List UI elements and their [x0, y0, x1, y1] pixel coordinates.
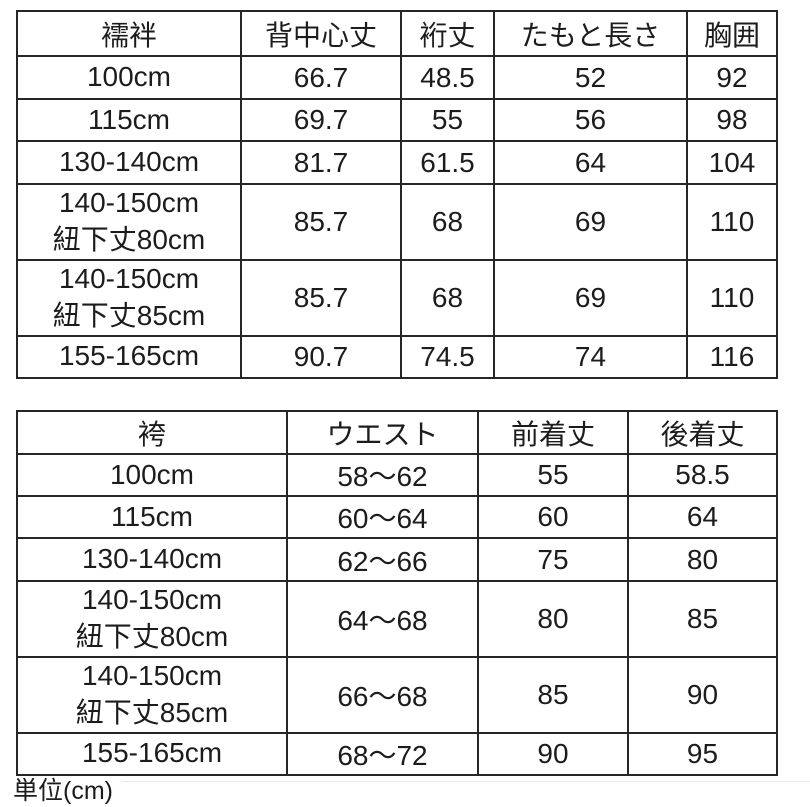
table-cell: 66.7	[240, 55, 402, 100]
table-cell: 68	[400, 258, 495, 337]
table-row: 140-150cm 紐下丈80cm 64〜68 80 85	[16, 580, 778, 658]
table-cell: 85.7	[240, 258, 402, 337]
table-cell: 104	[686, 140, 778, 185]
table-cell: 64	[627, 495, 778, 539]
table-cell: 80	[477, 580, 629, 658]
hakama-header-row: 袴 ウエスト 前着丈 後着丈	[16, 410, 778, 455]
table-cell: 62〜66	[286, 537, 479, 582]
row-size-label: 155-165cm	[16, 731, 288, 776]
juban-header-sleeve-length: 裄丈	[400, 10, 495, 57]
table-cell: 75	[477, 537, 629, 582]
table-cell: 90	[477, 731, 629, 776]
table-cell: 56	[493, 98, 688, 142]
table-cell: 69	[493, 258, 688, 337]
table-cell: 110	[686, 183, 778, 261]
table-cell: 48.5	[400, 55, 495, 100]
row-size-label: 130-140cm	[16, 537, 288, 582]
juban-header-back-center-length: 背中心丈	[240, 10, 402, 57]
juban-size-table: 襦袢 背中心丈 裄丈 たもと長さ 胸囲 100cm 66.7 48.5 52 9…	[16, 10, 778, 379]
table-row: 115cm 69.7 55 56 98	[16, 98, 778, 142]
juban-header-chest: 胸囲	[686, 10, 778, 57]
juban-header-tamoto-length: たもと長さ	[493, 10, 688, 57]
table-cell: 95	[627, 731, 778, 776]
table-cell: 64〜68	[286, 580, 479, 658]
row-size-label: 130-140cm	[16, 140, 242, 185]
hakama-header-waist: ウエスト	[286, 410, 479, 455]
unit-note: 単位(cm)	[13, 777, 113, 805]
table-cell: 68	[400, 183, 495, 261]
table-cell: 98	[686, 98, 778, 142]
row-size-label: 140-150cm 紐下丈85cm	[16, 258, 242, 337]
table-row: 140-150cm 紐下丈80cm 85.7 68 69 110	[16, 183, 778, 261]
table-cell: 110	[686, 258, 778, 337]
juban-header-row: 襦袢 背中心丈 裄丈 たもと長さ 胸囲	[16, 10, 778, 57]
table-cell: 74	[493, 334, 688, 379]
table-row: 140-150cm 紐下丈85cm 66〜68 85 90	[16, 655, 778, 734]
faint-divider-line	[122, 781, 810, 782]
table-cell: 68〜72	[286, 731, 479, 776]
table-cell: 58〜62	[286, 453, 479, 497]
table-cell: 81.7	[240, 140, 402, 185]
table-cell: 55	[477, 453, 629, 497]
hakama-header-back-length: 後着丈	[627, 410, 778, 455]
table-row: 140-150cm 紐下丈85cm 85.7 68 69 110	[16, 258, 778, 337]
table-row: 100cm 66.7 48.5 52 92	[16, 55, 778, 100]
row-size-label: 140-150cm 紐下丈85cm	[16, 655, 288, 734]
row-size-label: 100cm	[16, 55, 242, 100]
row-size-label: 100cm	[16, 453, 288, 497]
table-row: 115cm 60〜64 60 64	[16, 495, 778, 539]
row-size-label: 155-165cm	[16, 334, 242, 379]
table-cell: 90.7	[240, 334, 402, 379]
table-row: 100cm 58〜62 55 58.5	[16, 453, 778, 497]
table-cell: 69	[493, 183, 688, 261]
row-size-label: 140-150cm 紐下丈80cm	[16, 183, 242, 261]
table-cell: 58.5	[627, 453, 778, 497]
table-cell: 66〜68	[286, 655, 479, 734]
table-cell: 92	[686, 55, 778, 100]
table-cell: 55	[400, 98, 495, 142]
hakama-header-size: 袴	[16, 410, 288, 455]
table-cell: 64	[493, 140, 688, 185]
table-cell: 52	[493, 55, 688, 100]
juban-header-size: 襦袢	[16, 10, 242, 57]
row-size-label: 140-150cm 紐下丈80cm	[16, 580, 288, 658]
table-cell: 90	[627, 655, 778, 734]
table-cell: 60〜64	[286, 495, 479, 539]
hakama-header-front-length: 前着丈	[477, 410, 629, 455]
table-cell: 74.5	[400, 334, 495, 379]
table-cell: 80	[627, 537, 778, 582]
table-cell: 85.7	[240, 183, 402, 261]
table-cell: 60	[477, 495, 629, 539]
table-row: 130-140cm 62〜66 75 80	[16, 537, 778, 582]
table-cell: 69.7	[240, 98, 402, 142]
hakama-size-table: 袴 ウエスト 前着丈 後着丈 100cm 58〜62 55 58.5 115cm…	[16, 410, 778, 776]
table-row: 155-165cm 90.7 74.5 74 116	[16, 334, 778, 379]
table-cell: 85	[477, 655, 629, 734]
table-cell: 61.5	[400, 140, 495, 185]
table-row: 155-165cm 68〜72 90 95	[16, 731, 778, 776]
row-size-label: 115cm	[16, 495, 288, 539]
table-cell: 116	[686, 334, 778, 379]
table-cell: 85	[627, 580, 778, 658]
row-size-label: 115cm	[16, 98, 242, 142]
table-row: 130-140cm 81.7 61.5 64 104	[16, 140, 778, 185]
